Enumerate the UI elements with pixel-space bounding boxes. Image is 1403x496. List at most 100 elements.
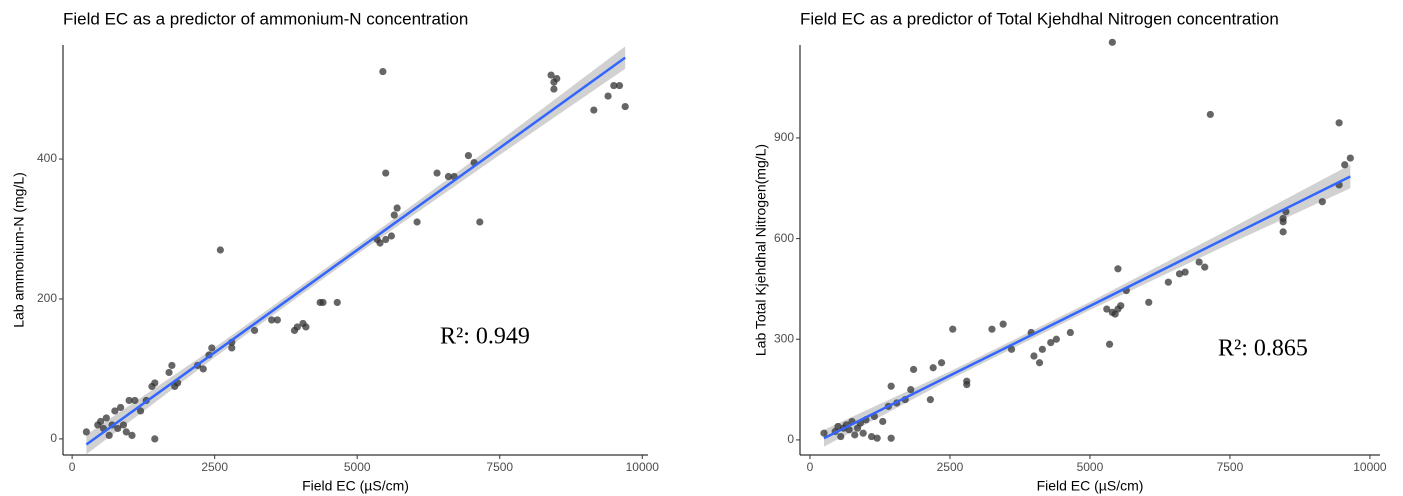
data-point <box>168 361 176 370</box>
data-point <box>379 67 387 76</box>
data-point <box>859 429 867 437</box>
data-point <box>1108 38 1116 46</box>
data-point <box>1007 345 1016 353</box>
x-tick-label: 10000 <box>1353 460 1387 474</box>
data-point <box>615 81 624 90</box>
x-tick-label: 2500 <box>201 460 228 474</box>
regression-line <box>85 56 626 446</box>
data-point <box>909 365 918 374</box>
data-point <box>382 235 390 244</box>
data-point <box>926 396 934 404</box>
x-tick-label: 5000 <box>344 460 371 474</box>
data-point <box>1052 335 1060 343</box>
data-point <box>887 382 895 390</box>
data-point <box>1335 119 1343 127</box>
data-point <box>553 74 561 83</box>
data-point <box>199 365 207 373</box>
x-tick-label: 0 <box>807 460 814 474</box>
data-point <box>1181 268 1189 276</box>
x-tick-label: 10000 <box>626 460 660 474</box>
confidence-band <box>823 164 1351 447</box>
x-tick-label: 7500 <box>1217 460 1244 474</box>
data-point <box>376 239 384 247</box>
data-point <box>1195 258 1203 266</box>
data-point <box>125 396 133 405</box>
data-point <box>851 431 859 439</box>
data-point <box>122 428 130 436</box>
x-tick-label: 0 <box>69 460 76 474</box>
chart-title: Field EC as a predictor of ammonium-N co… <box>63 9 468 28</box>
x-axis-label: Field EC (µS/cm) <box>302 478 409 494</box>
r-squared-annotation: R²: 0.949 <box>440 324 530 350</box>
data-point <box>604 92 612 100</box>
data-point <box>319 298 327 307</box>
data-point <box>1103 305 1111 313</box>
data-point <box>128 431 136 440</box>
data-point <box>1164 278 1172 286</box>
data-point <box>302 323 310 331</box>
data-point <box>873 434 881 442</box>
data-point <box>333 298 341 307</box>
data-point <box>834 422 842 431</box>
data-point <box>208 344 216 352</box>
data-point <box>293 323 301 331</box>
data-point <box>547 71 555 79</box>
data-point <box>1105 340 1114 348</box>
data-point <box>820 429 828 437</box>
data-point <box>413 218 421 226</box>
data-point <box>268 316 276 324</box>
data-point <box>151 435 159 443</box>
data-point <box>116 403 125 412</box>
data-point <box>1145 298 1153 306</box>
x-tick-label: 2500 <box>937 460 964 474</box>
regression-line <box>823 175 1351 440</box>
data-point <box>102 414 110 422</box>
data-point <box>1047 339 1055 347</box>
y-tick-label: 900 <box>774 130 794 144</box>
x-axis-label: Field EC (µS/cm) <box>1037 478 1144 494</box>
y-tick-label: 200 <box>37 291 57 305</box>
data-point <box>82 428 90 436</box>
data-point <box>845 426 853 434</box>
x-tick-label: 7500 <box>486 460 513 474</box>
data-point <box>550 85 558 93</box>
data-point <box>114 424 122 433</box>
y-axis-label: Lab ammonium-N (mg/L) <box>11 172 27 328</box>
data-point <box>444 172 453 181</box>
data-point <box>1030 352 1038 360</box>
data-point <box>1201 263 1209 271</box>
data-point <box>929 364 937 372</box>
data-point <box>907 385 915 394</box>
y-tick-label: 0 <box>787 432 794 446</box>
data-point <box>837 432 845 441</box>
data-point <box>1279 228 1287 236</box>
data-point <box>1117 302 1125 310</box>
data-point <box>105 431 113 440</box>
data-point <box>887 434 895 442</box>
data-point <box>1346 154 1354 162</box>
data-point <box>963 377 971 385</box>
y-axis-label: Lab Total Kjehdhal Nitrogen(mg/L) <box>753 144 769 356</box>
x-tick-label: 5000 <box>1077 460 1104 474</box>
y-tick-label: 400 <box>37 151 57 165</box>
data-point <box>250 326 259 335</box>
data-point <box>390 211 398 219</box>
y-tick-label: 300 <box>774 331 794 345</box>
data-point <box>937 359 946 367</box>
data-point <box>433 169 441 177</box>
data-point <box>165 368 173 377</box>
data-point <box>464 151 472 160</box>
data-point <box>387 232 396 240</box>
data-point <box>119 421 128 429</box>
data-point <box>131 396 139 405</box>
data-point <box>590 106 598 114</box>
data-point <box>949 325 957 333</box>
data-point <box>273 316 281 324</box>
data-point <box>999 320 1007 328</box>
y-tick-label: 600 <box>774 231 794 245</box>
data-point <box>382 169 390 177</box>
chart-title: Field EC as a predictor of Total Kjehdha… <box>800 9 1279 28</box>
data-point <box>216 246 224 254</box>
data-point <box>879 417 887 426</box>
